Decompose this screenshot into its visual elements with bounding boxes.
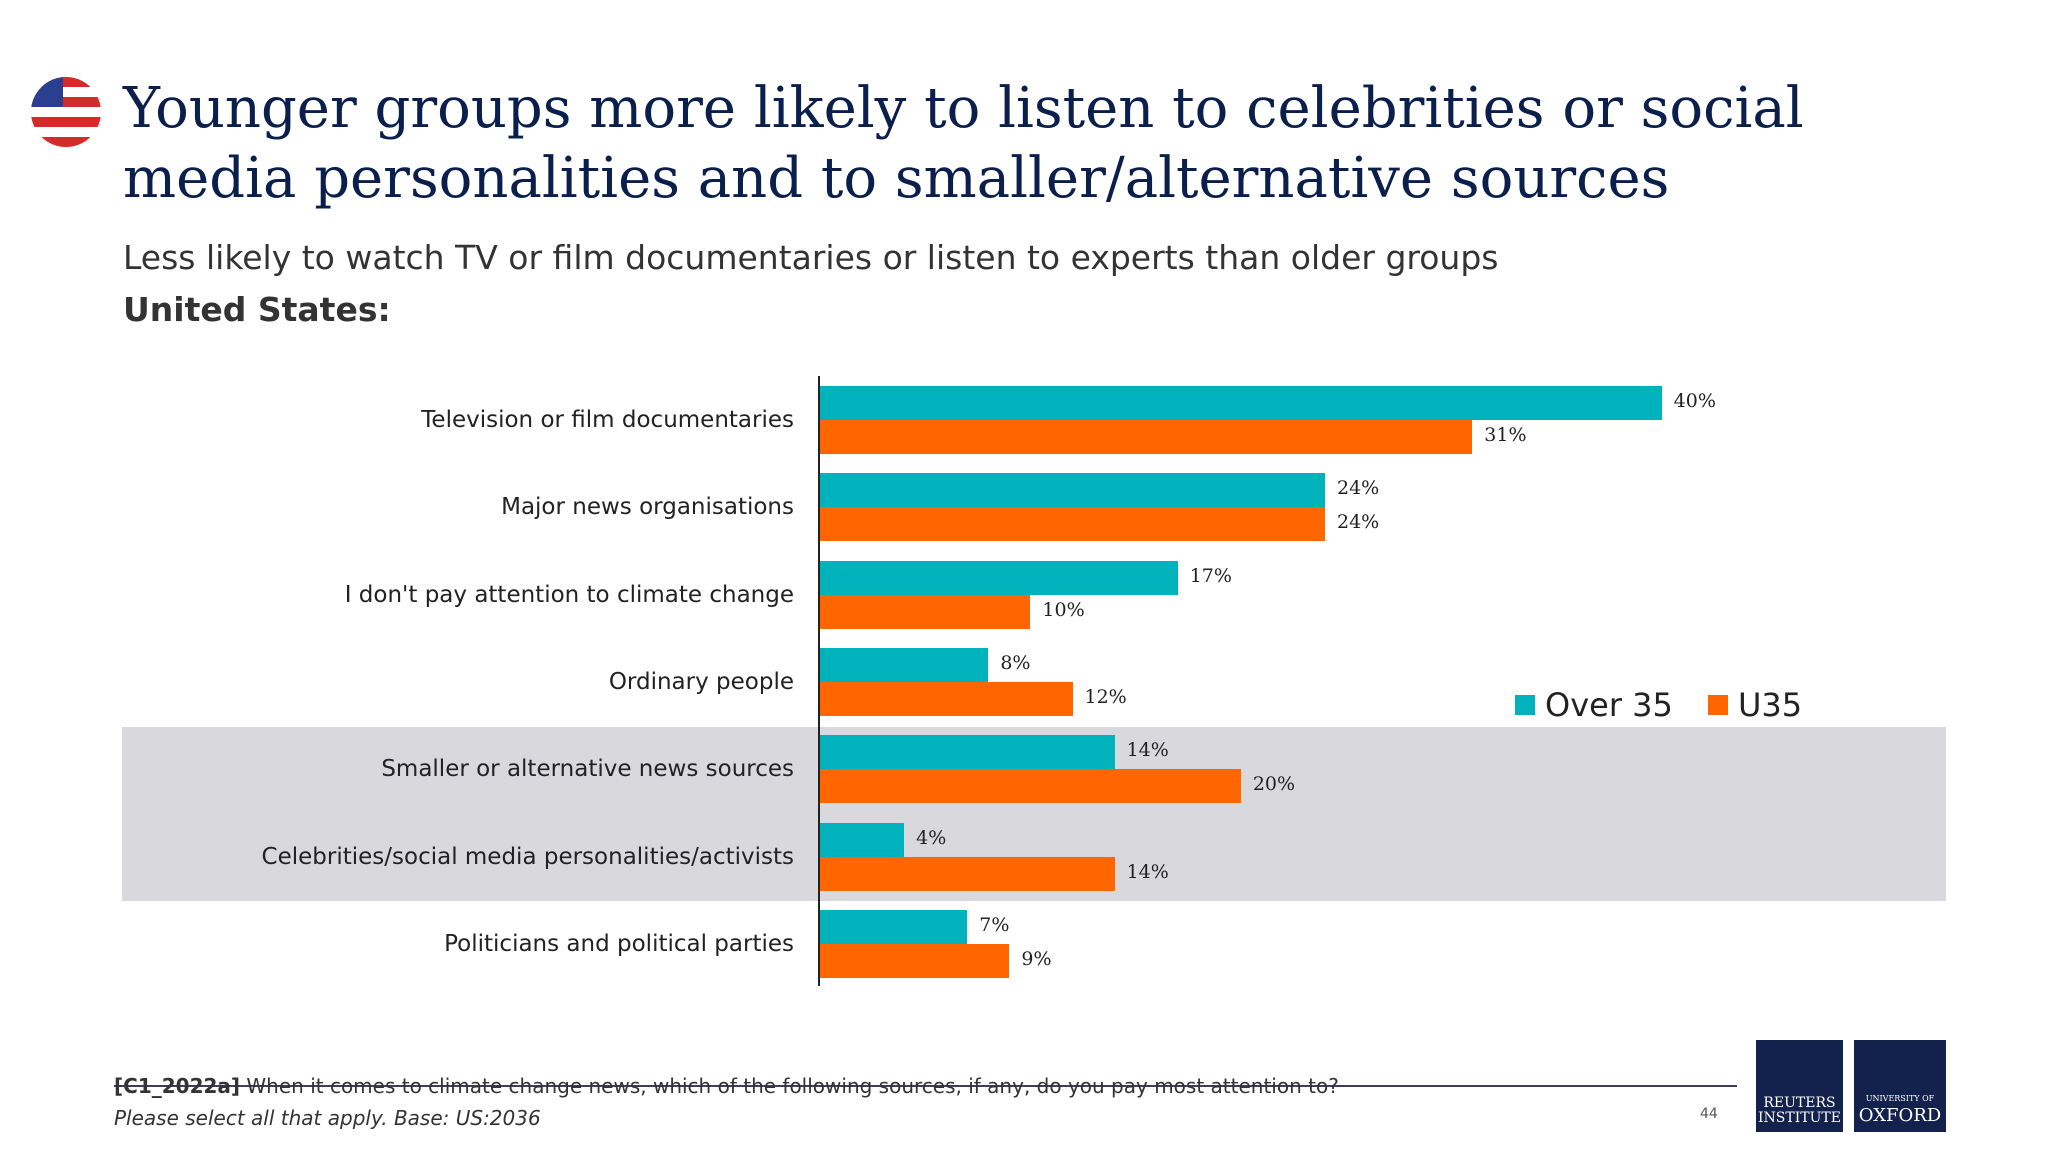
bar-over35 <box>820 560 1178 595</box>
legend-label-u35: U35 <box>1738 686 1803 724</box>
data-label: 20% <box>1252 773 1296 796</box>
footer-question: [C1_2022a] When it comes to climate chan… <box>114 1074 1339 1098</box>
bar-u35 <box>820 943 1010 978</box>
bar-over35 <box>820 909 968 944</box>
legend-swatch-over35 <box>1515 695 1535 715</box>
bar-u35 <box>820 420 1473 454</box>
data-label: 10% <box>1042 598 1085 621</box>
legend-label-over35: Over 35 <box>1545 686 1673 724</box>
data-label: 7% <box>979 913 1010 936</box>
bar-over35 <box>820 822 905 857</box>
bar-over35 <box>820 647 989 682</box>
us-flag-icon <box>31 77 101 147</box>
question-code: [C1_2022a] <box>114 1074 241 1098</box>
data-label: 40% <box>1673 390 1716 412</box>
logo-text: REUTERS <box>1763 1095 1836 1111</box>
category-label: Television or film documentaries <box>421 407 794 433</box>
category-label: Celebrities/social media personalities/a… <box>261 843 794 870</box>
country-label: United States: <box>123 290 391 329</box>
data-label: 14% <box>1126 739 1169 762</box>
page-subtitle: Less likely to watch TV or film document… <box>123 238 1499 277</box>
bar-u35 <box>820 856 1115 891</box>
reuters-institute-logo: REUTERS INSTITUTE <box>1756 1040 1843 1132</box>
logo-text: UNIVERSITY OF <box>1865 1094 1935 1103</box>
category-label: Major news organisations <box>501 494 794 521</box>
legend-swatch-u35 <box>1708 695 1728 715</box>
bar-over35 <box>820 735 1115 770</box>
data-label: 4% <box>916 826 947 849</box>
footer-note: Please select all that apply. Base: US:2… <box>114 1106 541 1130</box>
logo-text: INSTITUTE <box>1758 1110 1841 1126</box>
bar-over35 <box>820 473 1325 508</box>
bar-u35 <box>820 769 1241 804</box>
category-label: Ordinary people <box>608 668 794 695</box>
data-label: 17% <box>1189 564 1232 587</box>
data-label: 8% <box>1000 651 1031 674</box>
data-label: 14% <box>1126 860 1169 883</box>
footer-divider <box>114 1085 1737 1087</box>
data-label: 9% <box>1021 947 1052 970</box>
y-axis-line <box>818 376 820 986</box>
logo-text: OXFORD <box>1858 1105 1942 1126</box>
bar-over35 <box>820 386 1662 420</box>
legend-item-over35: Over 35 <box>1515 686 1673 724</box>
category-label: I don't pay attention to climate change <box>344 581 794 608</box>
data-label: 24% <box>1337 511 1380 534</box>
bar-u35 <box>820 594 1031 629</box>
oxford-logo: UNIVERSITY OF OXFORD <box>1854 1040 1946 1132</box>
question-text: When it comes to climate change news, wh… <box>240 1074 1339 1098</box>
category-label: Politicians and political parties <box>444 930 794 957</box>
data-label: 12% <box>1084 685 1127 708</box>
bar-u35 <box>820 681 1073 716</box>
bar-u35 <box>820 507 1325 542</box>
page-title: Younger groups more likely to listen to … <box>123 76 1804 211</box>
legend-item-u35: U35 <box>1708 686 1802 724</box>
category-label: Smaller or alternative news sources <box>381 756 794 783</box>
page-number: 44 <box>1700 1106 1718 1122</box>
data-label: 31% <box>1484 424 1527 446</box>
data-label: 24% <box>1337 477 1380 500</box>
